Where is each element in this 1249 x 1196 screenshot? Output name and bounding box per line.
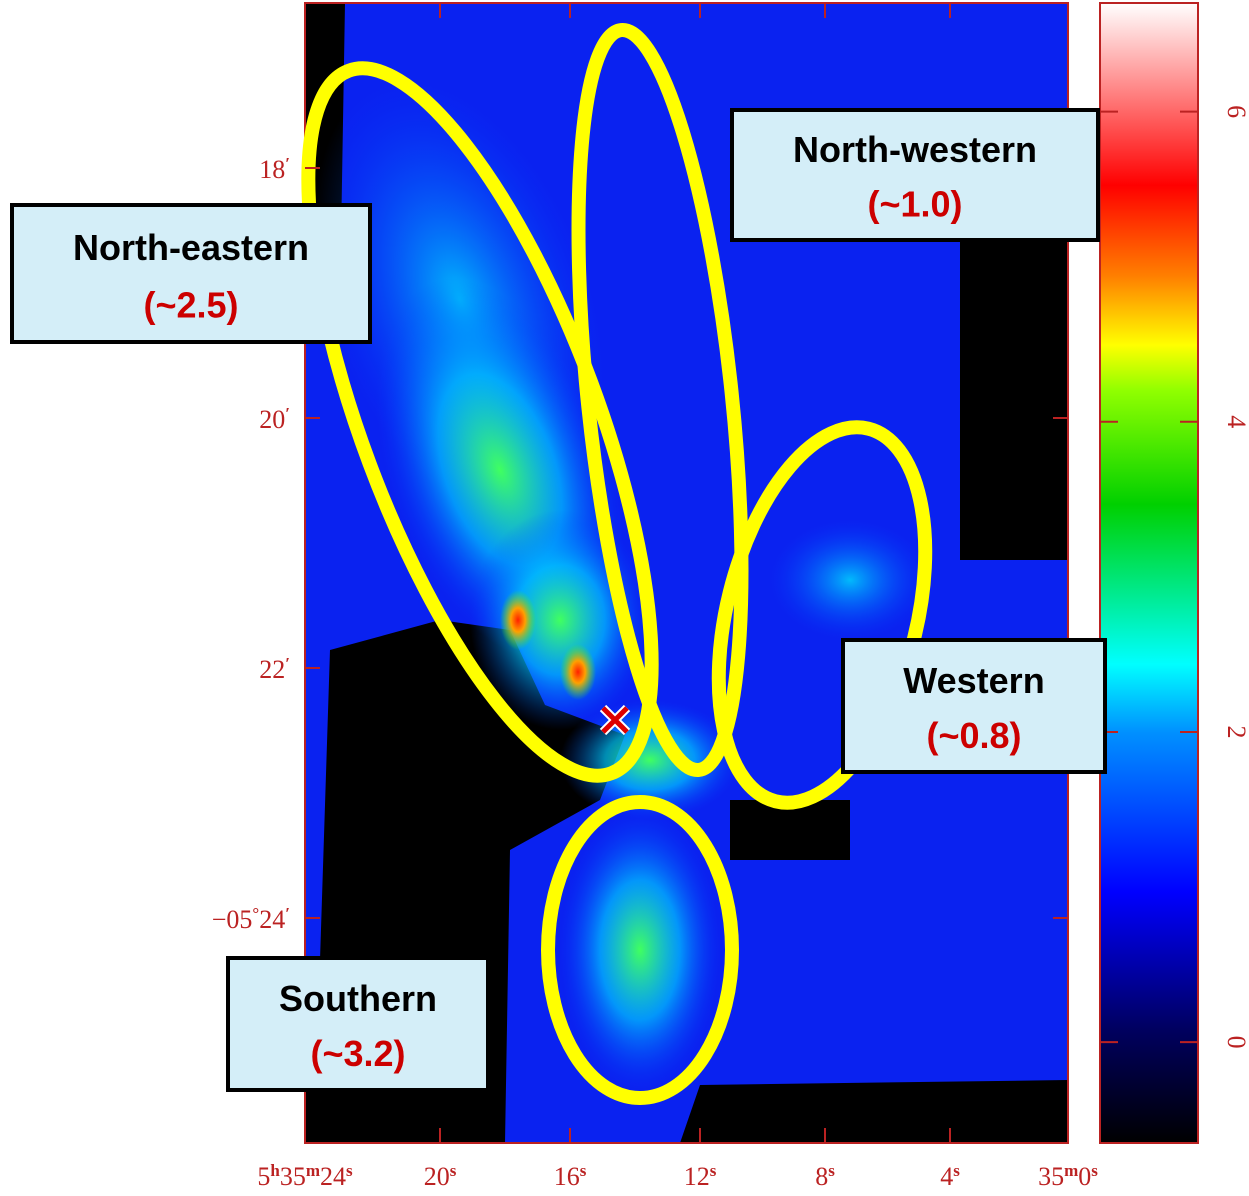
region-name: Southern <box>279 978 437 1019</box>
tick-label: 20s <box>424 1161 457 1192</box>
tick-label: 8s <box>815 1161 835 1192</box>
region-outline <box>571 22 749 778</box>
tick-superscript: s <box>450 1161 457 1180</box>
region-outline <box>711 420 933 810</box>
colorbar-tick-label: 4 <box>1222 415 1249 428</box>
colorbar-tick-label: 2 <box>1222 725 1249 738</box>
tick-text: −05 <box>212 905 253 934</box>
region-name: North-western <box>793 129 1037 170</box>
tick-text: 4 <box>940 1162 953 1191</box>
region-outlines <box>301 22 933 1105</box>
tick-text: 18 <box>259 155 285 184</box>
tick-text: 24 <box>259 905 285 934</box>
tick-superscript: s <box>828 1161 835 1180</box>
tick-text: 16 <box>554 1162 580 1191</box>
region-value: (~2.5) <box>143 284 238 325</box>
colorbar-tick-label: 6 <box>1222 105 1249 118</box>
tick-superscript: m <box>1064 1161 1078 1180</box>
tick-label: 5h35m24s <box>257 1161 353 1192</box>
region-name: North-eastern <box>73 227 309 268</box>
tick-text: 20 <box>259 405 285 434</box>
tick-label: 35m0s <box>1038 1161 1098 1192</box>
region-value: (~0.8) <box>926 715 1021 756</box>
colorbar <box>1099 2 1199 1144</box>
tick-label: 4s <box>940 1161 960 1192</box>
tick-text: 24 <box>320 1162 346 1191</box>
tick-text: 12 <box>684 1162 710 1191</box>
tick-text: 22 <box>259 655 285 684</box>
region-label-box <box>730 108 1100 242</box>
tick-label: 16s <box>554 1161 587 1192</box>
tick-text: 8 <box>815 1162 828 1191</box>
glow <box>560 810 720 1090</box>
colorbar-tick-label: 0 <box>1222 1036 1249 1049</box>
tick-label: 18′ <box>259 154 290 185</box>
tick-superscript: ′ <box>285 154 290 173</box>
region-label-box <box>226 956 490 1092</box>
region-name: Western <box>903 660 1044 701</box>
tick-superscript: ° <box>252 904 259 923</box>
map-frame <box>304 2 1069 1144</box>
tick-superscript: s <box>710 1161 717 1180</box>
region-label-box <box>841 638 1107 774</box>
dark-patch <box>730 800 850 860</box>
tick-superscript: ′ <box>285 404 290 423</box>
tick-superscript: ′ <box>285 654 290 673</box>
region-outline <box>541 795 739 1105</box>
region-value: (~3.2) <box>310 1033 405 1074</box>
tick-text: 0 <box>1078 1162 1091 1191</box>
tick-text: 35 <box>1038 1162 1064 1191</box>
tick-superscript: h <box>270 1161 280 1180</box>
hotspot <box>560 644 596 700</box>
tick-text: 5 <box>257 1162 270 1191</box>
tick-label: −05°24′ <box>212 904 290 935</box>
glow <box>770 520 930 640</box>
tick-superscript: s <box>580 1161 587 1180</box>
tick-superscript: m <box>306 1161 320 1180</box>
tick-label: 12s <box>684 1161 717 1192</box>
tick-label: 20′ <box>259 404 290 435</box>
tick-superscript: ′ <box>285 904 290 923</box>
tick-superscript: s <box>346 1161 353 1180</box>
tick-text: 35 <box>280 1162 306 1191</box>
region-value: (~1.0) <box>867 184 962 225</box>
source-marker <box>599 704 631 736</box>
tick-label: 22′ <box>259 654 290 685</box>
tick-superscript: s <box>953 1161 960 1180</box>
tick-text: 20 <box>424 1162 450 1191</box>
region-label-box <box>10 203 372 344</box>
hotspot <box>500 590 536 650</box>
tick-superscript: s <box>1091 1161 1098 1180</box>
